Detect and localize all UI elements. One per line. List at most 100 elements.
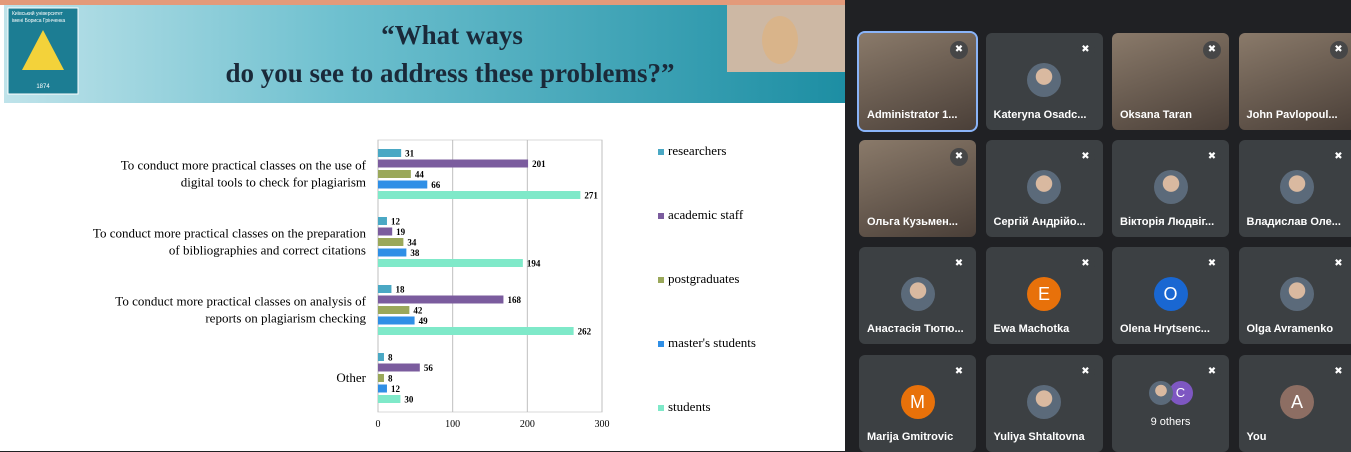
legend-label: students — [668, 399, 711, 414]
legend-swatch — [658, 149, 664, 155]
mute-icon: ✖ — [950, 255, 968, 273]
bar — [378, 306, 409, 314]
participant-name: Olena Hrytsenc... — [1120, 323, 1210, 335]
data-label: 8 — [388, 353, 393, 363]
legend-swatch — [658, 213, 664, 219]
participant-tile: ✖Вікторія Людвіг... — [1112, 140, 1229, 237]
participant-tile: ✖ M Marija Gmitrovic — [859, 355, 976, 452]
participant-name: Oksana Taran — [1120, 109, 1192, 121]
participant-tile: ✖ A You — [1239, 355, 1351, 452]
participant-tile: ✖ Olga Avramenko — [1239, 247, 1351, 344]
participant-name: Ольга Кузьмен... — [867, 216, 958, 228]
presenter-face — [762, 16, 798, 64]
category-label: reports on plagiarism checking — [205, 311, 366, 326]
mute-icon: ✖ — [1330, 255, 1348, 273]
bar — [378, 317, 415, 325]
mute-icon: ✖ — [1077, 363, 1095, 381]
legend-swatch — [658, 277, 664, 283]
x-tick-label: 200 — [520, 419, 535, 430]
data-label: 49 — [419, 316, 429, 326]
participant-tile: ✖John Pavlopoul... — [1239, 33, 1351, 130]
avatar-photo — [1280, 277, 1314, 311]
participant-name: Marija Gmitrovic — [867, 431, 953, 443]
bar — [378, 374, 384, 382]
avatar: A — [1280, 385, 1314, 419]
participant-tile: ✖Kateryna Osadc... — [986, 33, 1103, 130]
bar — [378, 395, 400, 403]
mute-icon: ✖ — [950, 41, 968, 59]
participant-name: Владислав Оле... — [1247, 216, 1341, 228]
category-label: To conduct more practical classes on ana… — [115, 294, 366, 309]
participant-name: Yuliya Shtaltovna — [994, 431, 1085, 443]
bar — [378, 217, 387, 225]
mute-icon: ✖ — [1203, 41, 1221, 59]
logo-text: імені Бориса Грінченка — [12, 18, 65, 24]
data-label: 38 — [410, 248, 420, 258]
mute-icon: ✖ — [950, 148, 968, 166]
avatar-photo — [1154, 170, 1188, 204]
bar — [378, 285, 391, 293]
participant-name: Ewa Machotka — [994, 323, 1070, 335]
participant-name: Анастасія Тютю... — [867, 323, 964, 335]
participant-name: Сергій Андрійо... — [994, 216, 1086, 228]
data-label: 12 — [391, 217, 401, 227]
data-label: 19 — [396, 227, 406, 237]
bar — [378, 259, 523, 267]
avatar-photo — [1280, 170, 1314, 204]
bar — [378, 160, 528, 168]
participant-name: Administrator 1... — [867, 109, 957, 121]
data-label: 8 — [388, 374, 393, 384]
bar — [378, 353, 384, 361]
data-label: 262 — [578, 327, 592, 337]
participant-name: 9 others — [1112, 416, 1229, 428]
category-label: Other — [336, 370, 366, 385]
data-label: 12 — [391, 384, 401, 394]
legend-label: postgraduates — [668, 271, 739, 286]
bar — [378, 191, 580, 199]
participant-tile: ✖ Ольга Кузьмен... — [859, 140, 976, 237]
mute-icon: ✖ — [950, 363, 968, 381]
mute-icon: ✖ — [1203, 148, 1221, 166]
avatar: O — [1154, 277, 1188, 311]
bar — [378, 170, 411, 178]
legend-swatch — [658, 405, 664, 411]
bar — [378, 327, 574, 335]
bar — [378, 238, 403, 246]
avatar-photo — [1149, 381, 1173, 405]
legend-label: master's students — [668, 335, 756, 350]
mute-icon: ✖ — [1077, 255, 1095, 273]
mute-icon: ✖ — [1203, 363, 1221, 381]
bar — [378, 249, 406, 257]
bar — [378, 364, 420, 372]
legend-label: academic staff — [668, 207, 744, 222]
shared-slide: Київський університет імені Бориса Грінч… — [0, 0, 845, 451]
participant-tile: ✖ E Ewa Machotka — [986, 247, 1103, 344]
data-label: 42 — [413, 306, 423, 316]
legend-swatch — [658, 341, 664, 347]
x-tick-label: 0 — [376, 419, 381, 430]
participant-name: Olga Avramenko — [1247, 323, 1334, 335]
legend-label: researchers — [668, 143, 726, 158]
mute-icon: ✖ — [1330, 363, 1348, 381]
bar — [378, 181, 427, 189]
data-label: 44 — [415, 170, 425, 180]
category-label: To conduct more practical classes on the… — [121, 158, 367, 173]
participant-name: You — [1247, 431, 1267, 443]
avatar-photo — [1027, 170, 1061, 204]
mute-icon: ✖ — [1330, 148, 1348, 166]
x-tick-label: 300 — [595, 419, 610, 430]
participant-tile: ✖ Oksana Taran — [1112, 33, 1229, 130]
logo-text: Київський університет — [12, 10, 64, 17]
data-label: 18 — [395, 285, 405, 295]
x-tick-label: 100 — [445, 419, 460, 430]
bar — [378, 385, 387, 393]
avatar: M — [901, 385, 935, 419]
data-label: 66 — [431, 180, 441, 190]
bar — [378, 228, 392, 236]
avatar: E — [1027, 277, 1061, 311]
category-label: digital tools to check for plagiarism — [181, 175, 366, 190]
mute-icon: ✖ — [1077, 41, 1095, 59]
avatar-photo — [1027, 63, 1061, 97]
data-label: 201 — [532, 159, 546, 169]
participant-name: John Pavlopoul... — [1247, 109, 1338, 121]
